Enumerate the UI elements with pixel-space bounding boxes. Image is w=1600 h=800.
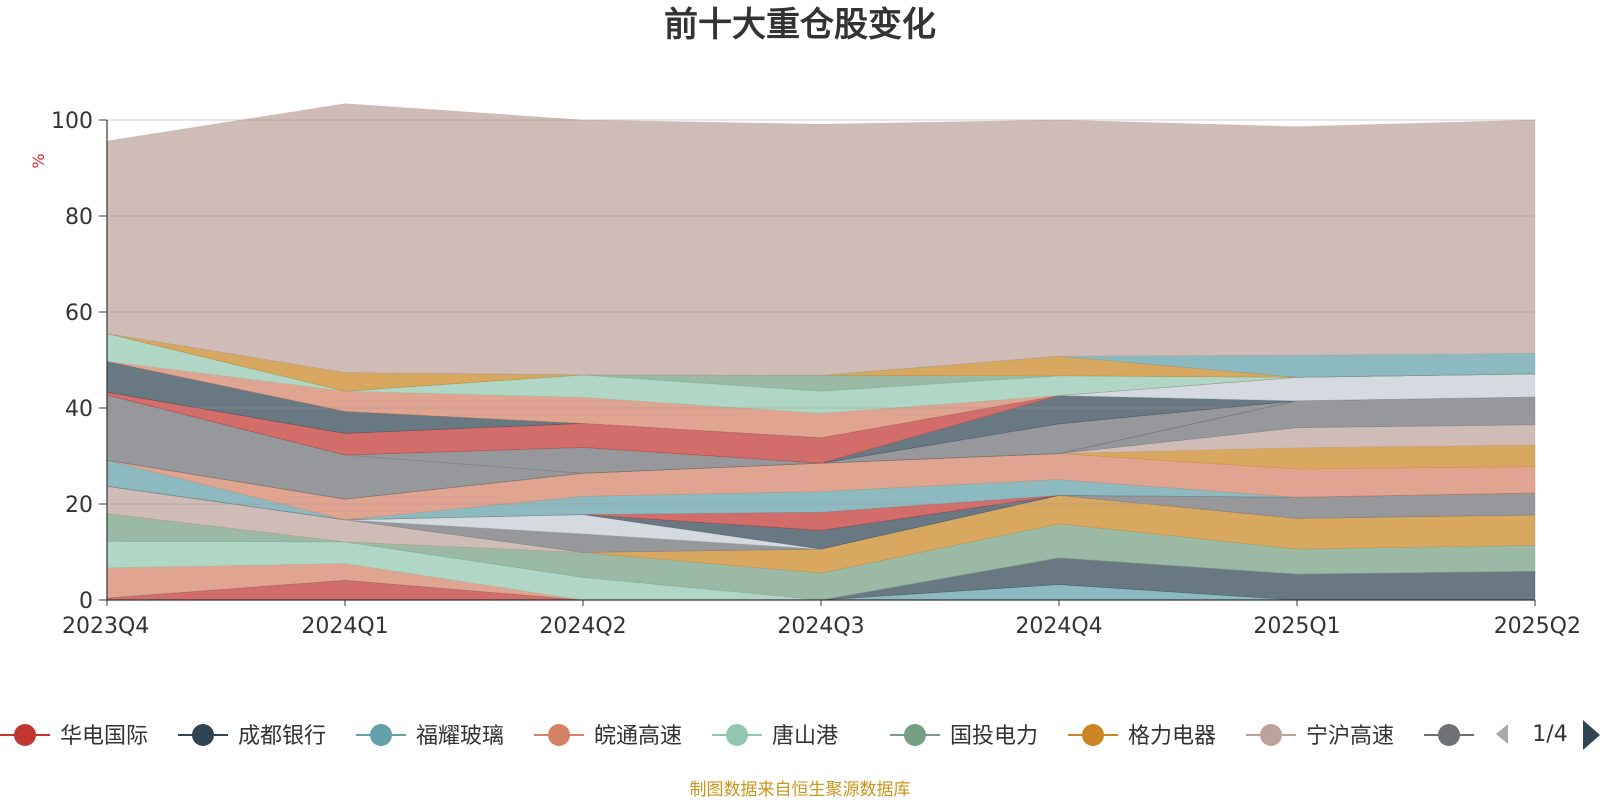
y-tick-label: 20 (65, 493, 93, 518)
legend-prev-page-icon[interactable] (1496, 724, 1508, 744)
x-tick-label: 2025Q2 (1494, 614, 1581, 639)
legend-item[interactable]: 唐山港 (712, 724, 838, 749)
legend-marker-icon (1260, 724, 1282, 746)
y-axis-label: % (29, 153, 48, 168)
legend-label: 福耀玻璃 (416, 724, 504, 749)
legend-item[interactable]: 皖通高速 (534, 724, 682, 749)
legend-marker-icon (1438, 724, 1460, 746)
legend-label: 格力电器 (1128, 724, 1216, 749)
source-note: 制图数据来自恒生聚源数据库 (690, 780, 911, 800)
legend-pager: 1/4 (1496, 720, 1600, 750)
legend-label: 宁沪高速 (1306, 724, 1394, 749)
y-tick-label: 60 (65, 301, 93, 326)
x-tick-label: 2024Q4 (1015, 614, 1102, 639)
x-tick-label: 2024Q3 (777, 614, 864, 639)
legend-marker-icon (726, 724, 748, 746)
legend-item[interactable]: 宁沪高速 (1246, 724, 1394, 749)
x-tick-label: 2024Q2 (539, 614, 626, 639)
legend-marker-icon (192, 724, 214, 746)
plot-areas (106, 103, 1536, 601)
y-tick-label: 0 (79, 589, 93, 614)
legend-label: 国投电力 (950, 724, 1038, 749)
legend: 华电国际 成都银行 福耀玻璃 皖通高速 唐山港 国投电力 格力电器 宁沪高速 中国神华 (0, 724, 1572, 749)
legend-marker-icon (1082, 724, 1104, 746)
area-series-28 (106, 103, 1536, 376)
legend-next-page-icon[interactable] (1583, 720, 1600, 750)
legend-page-indicator: 1/4 (1532, 722, 1567, 747)
legend-item[interactable]: 中国神华 (1424, 724, 1572, 749)
chart-title: 前十大重仓股变化 (664, 5, 936, 45)
y-tick-label: 100 (51, 109, 93, 134)
legend-marker-icon (14, 724, 36, 746)
grid-lines (107, 119, 1535, 505)
y-tick-label: 40 (65, 397, 93, 422)
legend-label: 成都银行 (238, 724, 326, 749)
legend-item[interactable]: 华电国际 (0, 724, 148, 749)
x-tick-label: 2024Q1 (301, 614, 388, 639)
x-tick-label: 2023Q4 (62, 614, 149, 639)
legend-label: 皖通高速 (594, 724, 682, 749)
legend-label: 华电国际 (60, 724, 148, 749)
legend-marker-icon (548, 724, 570, 746)
legend-item[interactable]: 国投电力 (890, 724, 1038, 749)
legend-marker-icon (370, 724, 392, 746)
legend-item[interactable]: 成都银行 (178, 724, 326, 749)
legend-item[interactable]: 福耀玻璃 (356, 724, 504, 749)
legend-marker-icon (904, 724, 926, 746)
y-tick-label: 80 (65, 205, 93, 230)
legend-item[interactable]: 格力电器 (1068, 724, 1216, 749)
x-tick-label: 2025Q1 (1253, 614, 1340, 639)
legend-label: 唐山港 (772, 724, 838, 749)
axes: 0 20 40 60 80 100 2023Q4 2024Q1 2024Q2 2024Q3 2024… (51, 109, 1581, 639)
